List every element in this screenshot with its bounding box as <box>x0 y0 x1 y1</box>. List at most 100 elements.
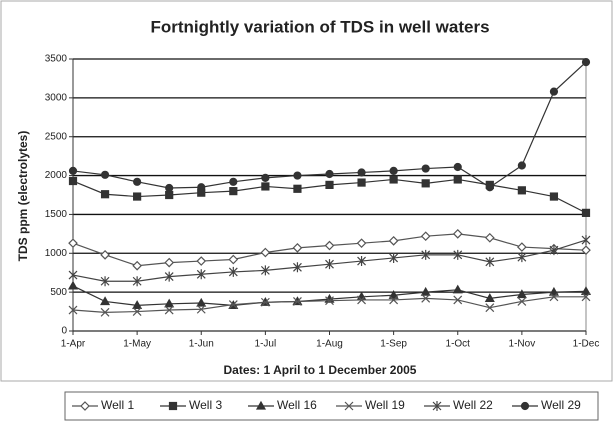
x-axis-title: Dates: 1 April to 1 December 2005 <box>224 363 417 377</box>
data-point <box>389 166 398 176</box>
data-point <box>132 260 142 271</box>
data-point <box>132 307 142 316</box>
legend-marker <box>255 400 267 410</box>
data-point <box>581 245 591 256</box>
data-point <box>356 238 367 249</box>
legend-label: Well 22 <box>453 398 493 412</box>
data-point <box>260 265 270 276</box>
data-point <box>68 238 78 249</box>
data-point <box>485 183 494 192</box>
chart-title: Fortnightly variation of TDS in well wat… <box>150 17 489 36</box>
legend-label: Well 1 <box>101 398 134 412</box>
legend-marker <box>432 401 442 411</box>
y-tick-label: 2000 <box>45 170 68 181</box>
data-point <box>164 271 174 282</box>
data-point <box>549 192 559 201</box>
data-point <box>100 276 110 287</box>
data-point <box>485 303 495 313</box>
legend-label: Well 16 <box>277 398 317 412</box>
data-point <box>357 178 366 187</box>
data-point <box>516 289 527 299</box>
data-point <box>196 304 206 314</box>
x-tick-label: 1-Jul <box>255 339 277 350</box>
data-point <box>68 176 78 186</box>
data-point <box>517 252 527 263</box>
x-tick-label: 1-Apr <box>61 339 86 350</box>
data-point <box>196 269 206 280</box>
data-point <box>68 270 78 281</box>
x-tick-label: 1-Sep <box>380 339 407 350</box>
data-point <box>453 162 462 172</box>
data-point <box>325 169 334 179</box>
data-point <box>389 252 399 263</box>
data-point <box>68 305 78 315</box>
legend-label: Well 19 <box>365 398 405 412</box>
data-point <box>325 180 334 189</box>
y-tick-label: 3000 <box>45 92 68 103</box>
y-tick-label: 3500 <box>45 54 68 65</box>
data-point <box>261 182 270 191</box>
data-point <box>389 175 398 184</box>
data-point <box>453 175 462 184</box>
data-point <box>421 293 431 303</box>
data-point <box>453 295 463 305</box>
data-point <box>420 231 431 242</box>
data-point <box>549 87 559 96</box>
data-point <box>485 256 495 267</box>
data-point <box>197 183 206 192</box>
data-point <box>196 256 207 266</box>
data-point <box>228 254 239 265</box>
x-tick-label: 1-Jun <box>189 339 214 350</box>
data-point <box>132 276 142 287</box>
data-point <box>357 168 366 177</box>
data-point <box>421 249 431 260</box>
data-point <box>517 242 527 252</box>
data-point <box>228 266 238 277</box>
data-point <box>421 164 430 173</box>
y-tick-label: 2500 <box>45 131 68 142</box>
x-tick-label: 1-Aug <box>316 339 343 350</box>
data-point <box>132 300 143 309</box>
legend-marker <box>80 401 90 411</box>
data-point <box>293 297 302 306</box>
legend-box <box>64 391 599 421</box>
data-point <box>100 170 110 179</box>
data-point <box>324 240 335 251</box>
data-point <box>325 259 334 270</box>
data-point <box>293 171 302 180</box>
data-point <box>388 290 399 299</box>
data-point <box>164 305 174 315</box>
data-point <box>517 186 526 195</box>
data-point <box>421 179 430 188</box>
x-tick-label: 1-May <box>123 339 151 350</box>
data-point <box>100 249 110 260</box>
data-point <box>164 257 175 268</box>
data-point <box>581 208 591 217</box>
data-point <box>100 296 111 306</box>
data-point <box>581 292 591 302</box>
y-tick-label: 1000 <box>45 248 68 259</box>
x-tick-label: 1-Oct <box>446 339 471 350</box>
data-point <box>517 297 527 306</box>
data-point <box>228 300 238 310</box>
legend-marker <box>520 401 530 411</box>
data-point <box>357 295 366 305</box>
data-point <box>548 286 559 296</box>
x-tick-label: 1-Dec <box>573 339 600 350</box>
data-point <box>133 192 142 201</box>
data-point <box>357 256 366 267</box>
data-point <box>388 236 399 246</box>
x-tick-label: 1-Nov <box>509 339 536 350</box>
data-point <box>165 183 174 193</box>
data-point <box>452 284 463 294</box>
data-point <box>293 262 302 273</box>
data-point <box>453 249 463 260</box>
data-point <box>484 232 495 243</box>
legend-label: Well 3 <box>189 398 222 412</box>
data-point <box>100 307 110 317</box>
data-point <box>293 184 302 193</box>
data-point <box>164 298 175 308</box>
data-point <box>68 166 78 176</box>
legend-marker <box>344 401 354 411</box>
